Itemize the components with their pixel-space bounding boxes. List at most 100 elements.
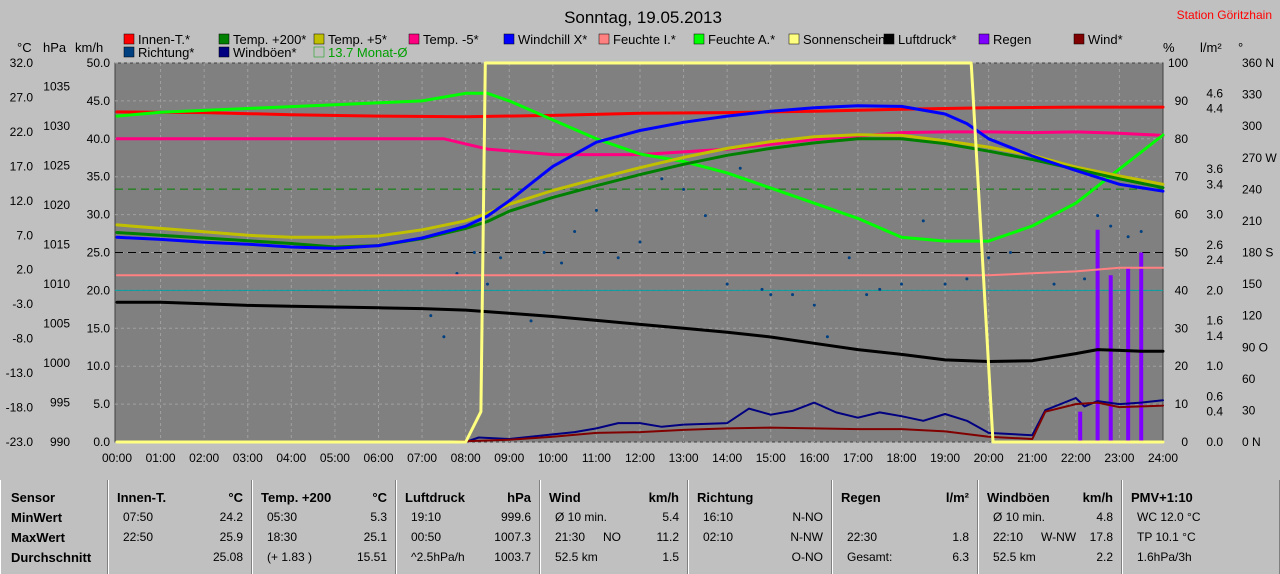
direction-point	[769, 293, 773, 297]
direction-point	[965, 277, 969, 281]
panel-title: Innen-T.	[117, 490, 167, 505]
panel-row-label: 00:50	[411, 530, 442, 544]
direction-points	[429, 166, 1143, 339]
direction-point	[485, 282, 489, 286]
temp-tick-label: 7.0	[16, 228, 33, 242]
direction-tick-label: 240	[1242, 182, 1262, 196]
stats-panel-5: Richtung 16:10 N-NO 02:10 N-NW O-NO	[688, 480, 832, 574]
legend-swatch	[313, 46, 325, 58]
rain-tick-label: 3.6	[1206, 162, 1223, 176]
pressure-axis-label: hPa	[43, 40, 67, 55]
wind-axis-label: km/h	[75, 40, 103, 55]
series-line-innen-t-	[115, 105, 1165, 119]
direction-point	[760, 287, 764, 291]
x-tick-label: 23:00	[1104, 451, 1134, 465]
panel-row-label: 18:30	[267, 530, 298, 544]
direction-point	[878, 287, 882, 291]
panel-row-value: 4.8	[1096, 510, 1113, 524]
legend-entry: Temp. -5*	[423, 32, 479, 47]
x-tick-label: 11:00	[582, 451, 611, 465]
panel-row-value: 1007.3	[494, 530, 531, 544]
direction-point	[865, 293, 869, 297]
rain-tick-label: 3.4	[1206, 177, 1223, 191]
direction-tick-label: 300	[1242, 119, 1262, 133]
humidity-tick-label: 30	[1175, 321, 1189, 335]
pressure-tick-label: 1025	[43, 159, 70, 173]
sensor-row-label: MaxWert	[11, 530, 65, 545]
x-tick-label: 10:00	[538, 451, 568, 465]
wind-tick-label: 5.0	[93, 397, 110, 411]
station-label: Station Göritzhain	[1177, 8, 1272, 22]
panel-row-value: 999.6	[500, 510, 531, 524]
x-tick-label: 07:00	[407, 451, 437, 465]
axis-ticks: 00:00 01:00 02:00 03:00 04:00 05:00 06:00 07:00…	[6, 56, 1278, 465]
temp-tick-label: -3.0	[12, 297, 33, 311]
direction-point	[1109, 224, 1113, 228]
panel-title: Wind	[549, 490, 581, 505]
direction-point	[921, 219, 925, 223]
rain-axis-label: l/m²	[1200, 40, 1222, 55]
direction-point	[900, 282, 903, 286]
humidity-tick-label: 80	[1175, 132, 1189, 146]
wind-tick-label: 10.0	[87, 359, 111, 373]
rain-bar	[1095, 229, 1100, 442]
direction-tick-label: 270 W	[1242, 151, 1277, 165]
panel-row-label: 05:30	[267, 510, 298, 524]
panel-row-value: 1.5	[662, 550, 679, 564]
pressure-tick-label: 995	[50, 396, 70, 410]
direction-point	[1126, 235, 1130, 239]
x-tick-label: 05:00	[320, 451, 350, 465]
series-line-windb-en-	[116, 397, 1164, 443]
series-lines	[115, 61, 1165, 444]
panel-title: Luftdruck	[405, 490, 465, 505]
pressure-tick-label: 1010	[43, 277, 70, 291]
panel-row-value: N-NW	[790, 530, 823, 544]
legend-swatch	[598, 33, 610, 45]
temp-tick-label: 2.0	[16, 263, 33, 277]
direction-tick-label: 150	[1242, 277, 1262, 291]
panel-row-value: 17.8	[1089, 530, 1113, 544]
x-tick-label: 08:00	[451, 451, 481, 465]
temp-tick-label: 32.0	[10, 56, 34, 70]
series-line-temp-200-	[115, 137, 1165, 249]
direction-point	[943, 282, 947, 286]
panel-row-label: TP 10.1 °C	[1137, 530, 1196, 544]
chart-title: Sonntag, 19.05.2013	[564, 8, 722, 27]
direction-tick-label: 90 O	[1242, 340, 1268, 354]
panel-row-label: ^2.5hPa/h	[411, 550, 465, 564]
legend-swatch	[788, 33, 800, 45]
legend-swatch	[313, 33, 325, 45]
direction-tick-label: 30	[1242, 403, 1256, 417]
rain-bar	[1126, 267, 1131, 442]
panel-row-label: 1.6hPa/3h	[1137, 550, 1192, 564]
direction-point	[825, 335, 829, 339]
panel-row-value: 5.3	[370, 510, 387, 524]
panel-row-label: 22:30	[847, 530, 878, 544]
panel-row-label: 21:30	[555, 530, 586, 544]
panel-title: Temp. +200	[261, 490, 332, 505]
x-tick-label: 20:00	[974, 451, 1004, 465]
temp-tick-label: -8.0	[12, 332, 33, 346]
x-tick-label: 09:00	[494, 451, 524, 465]
x-tick-label: 03:00	[233, 451, 263, 465]
legend: Innen-T.* Temp. +200* Temp. +5* Temp. -5* Wi…	[123, 32, 1123, 60]
direction-tick-label: 330	[1242, 88, 1262, 102]
direction-point	[1096, 214, 1100, 218]
series-line-windchill-x-	[115, 104, 1165, 250]
direction-point	[542, 251, 546, 254]
x-tick-label: 17:00	[843, 451, 873, 465]
panel-row-value: 1.8	[952, 530, 969, 544]
direction-point	[638, 240, 642, 244]
rain-bar	[1078, 411, 1083, 442]
legend-entry: Innen-T.*	[138, 32, 190, 47]
rain-tick-label: 0.0	[1206, 435, 1223, 449]
panel-row-label: 02:10	[703, 530, 734, 544]
x-tick-label: 00:00	[102, 451, 132, 465]
pressure-tick-label: 1015	[43, 238, 70, 252]
wind-tick-label: 0.0	[93, 435, 110, 449]
stats-table: Sensor MinWert MaxWert Durchschnitt Innen-T.…	[0, 480, 1280, 574]
direction-point	[812, 303, 816, 307]
x-tick-label: 13:00	[669, 451, 699, 465]
direction-point	[725, 282, 729, 286]
panel-row-label: 52.5 km	[993, 550, 1036, 564]
